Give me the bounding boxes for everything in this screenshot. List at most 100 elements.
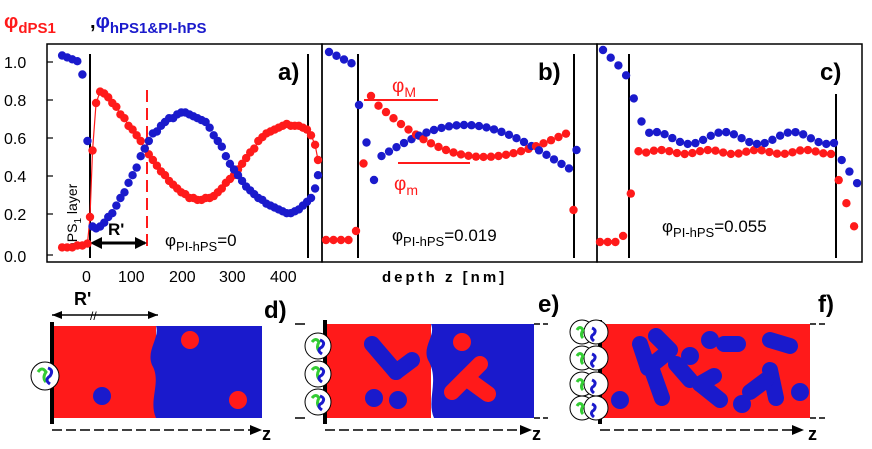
- panel-a-point-series-0: [306, 131, 316, 140]
- panel-b-point-hps: [347, 59, 356, 68]
- schematic-f-label: f): [818, 291, 834, 318]
- panel-b-point-dps: [419, 135, 428, 144]
- panel-b-point-dps: [516, 146, 526, 156]
- schematic-d: // R' z d): [30, 289, 287, 444]
- panel-a-arrow-left-head: [90, 237, 102, 249]
- panel-c-point-dps: [819, 149, 828, 158]
- panel-c-point-dps: [796, 146, 805, 155]
- panel-b-point-dps: [479, 152, 488, 162]
- panel-c-point-hps: [675, 137, 685, 147]
- panel-c-point-hps: [660, 130, 669, 139]
- panel-b-point-hps: [399, 138, 409, 148]
- panel-b-point-hps: [444, 122, 454, 131]
- panel-c-point-hps: [706, 131, 715, 141]
- panel-c-point-dps: [649, 146, 659, 155]
- panel-b-point-hps: [369, 175, 379, 185]
- ytick-0.0: 0.0: [4, 249, 26, 266]
- panel-c-point-dps: [765, 147, 774, 157]
- ytick-0.2: 0.2: [4, 207, 26, 224]
- panel-c-point-hps: [752, 139, 762, 149]
- panel-b-point-dps: [471, 152, 481, 161]
- ytick-0.6: 0.6: [4, 131, 26, 148]
- panel-b-point-dps: [449, 148, 458, 157]
- panel-b-point-hps: [354, 100, 364, 110]
- panel-c-point-hps: [737, 134, 746, 143]
- xtick-0: 0: [82, 269, 91, 286]
- panel-c-point-hps: [852, 178, 862, 188]
- panel-c-point-dps: [657, 145, 666, 155]
- panel-b-point-dps: [494, 151, 503, 161]
- panel-b-point-dps: [561, 129, 571, 138]
- panel-c-point-hps: [637, 117, 646, 126]
- schematic-e-z-label: z: [532, 424, 541, 444]
- schematic-f: z f): [569, 291, 834, 444]
- xtick-100: 100: [118, 269, 145, 286]
- panel-c-point-dps: [734, 149, 743, 158]
- ytick-1.0: 1.0: [4, 55, 26, 72]
- panel-b-point-dps: [389, 114, 398, 123]
- panel-b-point-dps: [546, 136, 556, 145]
- panel-c-point-hps: [614, 61, 623, 70]
- panel-a-point-series-1: [221, 152, 231, 161]
- panel-c-point-hps: [691, 138, 700, 148]
- panel-b-phi: φPI-hPS=0.019: [392, 226, 497, 249]
- panel-a-point-series-0: [85, 212, 95, 222]
- panel-a-point-series-0: [120, 114, 129, 123]
- panel-a-point-series-0: [250, 144, 259, 153]
- panel-c-point-dps: [842, 199, 851, 208]
- ylabel-phi-dps: φdPS1: [4, 11, 56, 37]
- panel-c-point-dps: [757, 146, 766, 155]
- panel-b-point-dps: [336, 235, 346, 245]
- schematic-e: z e): [295, 291, 559, 444]
- panel-c-point-hps: [799, 130, 808, 139]
- panel-b-point-dps: [441, 145, 451, 155]
- panel-a-point-series-0: [136, 136, 145, 146]
- panel-b-point-hps: [512, 134, 521, 143]
- panel-b-point-dps: [329, 235, 338, 245]
- panel-c-point-dps: [726, 149, 736, 159]
- panel-c-point-hps: [814, 137, 823, 147]
- panel-b-point-hps: [504, 130, 514, 140]
- panel-b-point-dps: [426, 139, 436, 148]
- panel-b-point-hps: [489, 125, 499, 134]
- xtick-400: 400: [270, 269, 297, 286]
- panel-b-point-hps: [519, 137, 529, 147]
- schematic-e-label: e): [538, 291, 559, 318]
- panel-a-point-series-1: [217, 142, 227, 151]
- panel-a-point-series-1: [128, 171, 137, 180]
- panel-c-point-dps: [811, 147, 820, 156]
- panel-b-point-hps: [564, 164, 574, 173]
- panel-c-point-hps: [775, 131, 785, 140]
- ytick-0.8: 0.8: [4, 93, 26, 110]
- panel-b-point-hps: [332, 51, 341, 60]
- schematic-f-molecules: [569, 319, 609, 421]
- panel-b-point-dps: [404, 125, 413, 134]
- panel-a-arrow-right-head: [135, 237, 147, 249]
- panel-b-point-dps: [554, 132, 563, 142]
- panel-c-point-hps: [652, 127, 662, 137]
- schematic-f-z-label: z: [808, 424, 817, 444]
- inner-ylabel: hPS1 layer: [64, 183, 84, 250]
- panel-c-point-dps: [849, 222, 859, 231]
- panel-c-point-hps: [629, 94, 638, 103]
- xtick-300: 300: [219, 269, 246, 286]
- panel-b-point-hps: [572, 145, 581, 155]
- panel-b-point-hps: [384, 147, 394, 156]
- panel-b-point-hps: [437, 123, 446, 133]
- panel-a-point-series-1: [132, 163, 141, 172]
- panel-c-point-hps: [768, 135, 777, 145]
- panel-a-point-series-1: [205, 123, 214, 132]
- schematic-d-red-blob-2: [229, 391, 247, 409]
- panel-b-point-dps: [396, 119, 406, 129]
- panel-a-point-series-1: [78, 70, 87, 79]
- panel-c-point-hps: [606, 53, 615, 62]
- schematic-d-blue-blob: [93, 387, 111, 405]
- panel-c-point-dps: [695, 146, 705, 156]
- panel-c-point-hps: [668, 133, 677, 143]
- panel-b-point-dps: [509, 149, 518, 158]
- ytick-0.4: 0.4: [4, 169, 26, 186]
- panel-c-point-dps: [680, 149, 689, 159]
- panel-b-point-hps: [362, 138, 371, 147]
- panel-c-point-hps: [822, 139, 831, 149]
